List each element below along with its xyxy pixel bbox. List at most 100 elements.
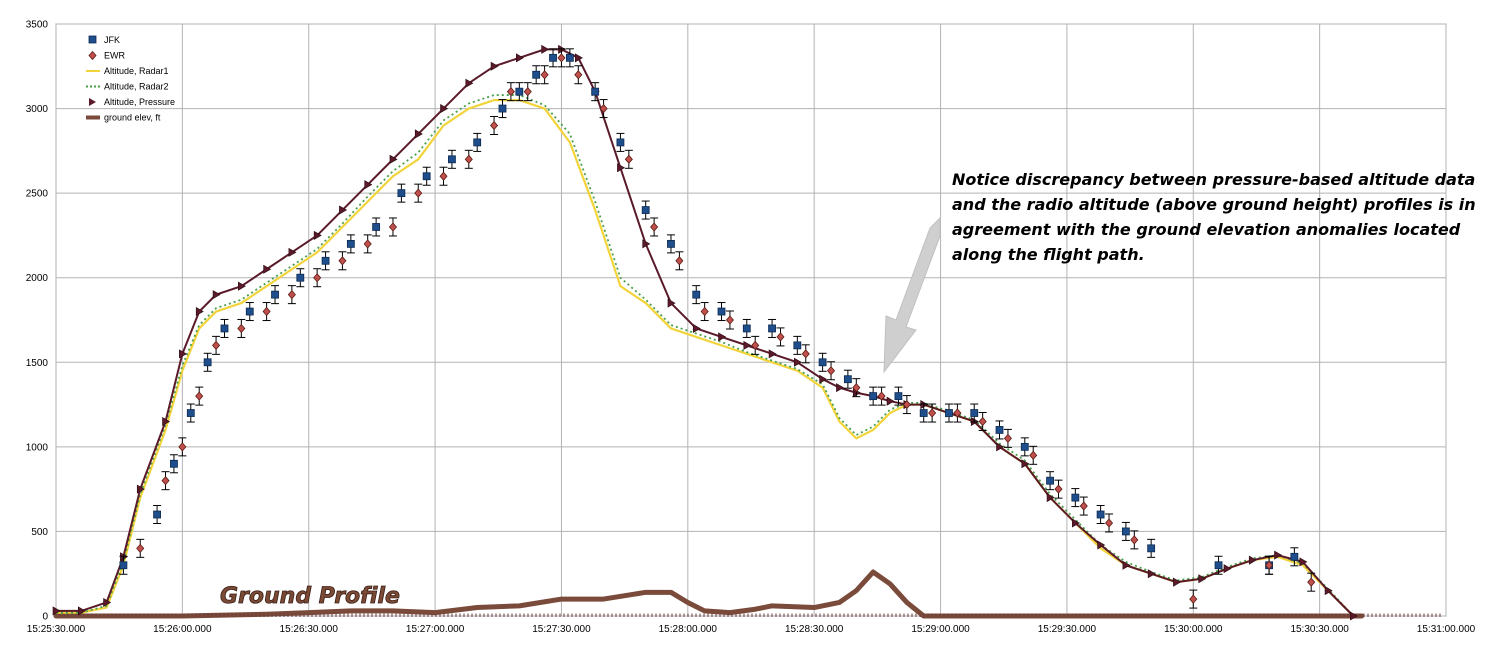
- x-tick-label: 15:29:30.000: [1038, 624, 1097, 635]
- annotation-layer: Notice discrepancy between pressure-base…: [220, 170, 1476, 609]
- y-tick-label: 1500: [26, 358, 49, 369]
- jfk-point: [422, 172, 431, 181]
- ewr-point: [136, 543, 145, 553]
- pressure-point: [238, 281, 246, 291]
- pressure-point: [743, 340, 752, 350]
- ewr-point: [490, 120, 499, 131]
- ewr-point: [953, 408, 962, 418]
- pressure-point: [414, 129, 423, 139]
- ground-elev-line: [53, 569, 1365, 619]
- jfk-point: [532, 70, 541, 79]
- jfk-point: [245, 307, 254, 316]
- ewr-point: [1189, 594, 1198, 604]
- jfk-point: [869, 392, 878, 401]
- jfk-point: [397, 189, 406, 198]
- pressure-point: [1299, 557, 1308, 567]
- pressure-point: [1021, 459, 1030, 469]
- ewr-point: [1307, 577, 1316, 587]
- x-tick-label: 15:28:00.000: [659, 624, 718, 635]
- x-tick-label: 15:30:00.000: [1164, 624, 1223, 635]
- jfk-point: [995, 426, 1004, 434]
- x-tick-label: 15:31:00.000: [1417, 624, 1476, 635]
- ewr-point: [700, 306, 709, 317]
- pressure-point: [1248, 555, 1257, 565]
- x-tick-label: 15:29:00.000: [911, 624, 970, 635]
- pressure-point: [1147, 569, 1156, 579]
- y-tick-label: 1000: [26, 442, 49, 453]
- ewr-point: [161, 476, 170, 486]
- jfk-point: [768, 324, 776, 333]
- pressure-point: [1324, 586, 1333, 596]
- pressure-point: [364, 180, 373, 190]
- pressure-point: [794, 357, 802, 367]
- jfk-point: [843, 375, 852, 384]
- x-tick-label: 15:25:30.000: [27, 624, 86, 635]
- jfk-point: [1071, 493, 1080, 502]
- jfk-point: [515, 87, 524, 96]
- jfk-point: [186, 409, 195, 417]
- pressure-point: [162, 416, 171, 427]
- jfk-point: [1121, 527, 1130, 536]
- ewr-point: [574, 70, 583, 80]
- pressure-point: [836, 383, 845, 393]
- series-layer: [52, 44, 1441, 621]
- ewr-point: [414, 188, 423, 198]
- x-tick-label: 15:27:00.000: [406, 624, 465, 635]
- legend-label: ground elev, ft: [104, 113, 161, 123]
- pressure-point: [667, 298, 676, 308]
- pressure-point: [389, 154, 398, 164]
- legend-label: Altitude, Radar1: [104, 66, 169, 76]
- jfk-point: [321, 256, 330, 265]
- annotation-note-line: and the radio altitude (above ground hei…: [952, 195, 1476, 214]
- pressure-point: [642, 239, 651, 249]
- pressure-point: [490, 61, 499, 71]
- jfk-point: [1290, 552, 1299, 561]
- jfk-point: [616, 138, 625, 147]
- pressure-point: [718, 332, 727, 342]
- ewr-point: [195, 391, 204, 401]
- pressure-point: [288, 247, 297, 257]
- chart-grid: [55, 23, 1447, 617]
- pressure-point: [575, 53, 583, 63]
- jfk-point: [498, 104, 507, 113]
- pressure-point: [1072, 518, 1080, 528]
- pressure-point: [263, 264, 272, 274]
- pressure-point: [136, 484, 145, 494]
- ewr-point: [540, 70, 549, 80]
- ewr-point: [776, 332, 785, 342]
- legend-pressure-swatch: [89, 98, 96, 106]
- ewr-point: [237, 323, 246, 334]
- ewr-point: [212, 340, 221, 350]
- jfk-point: [372, 223, 381, 231]
- jfk-point: [1046, 476, 1054, 485]
- x-tick-label: 15:30:30.000: [1290, 624, 1349, 635]
- y-tick-label: 3500: [26, 20, 49, 31]
- pressure-point: [339, 205, 348, 215]
- ewr-point: [1104, 518, 1114, 528]
- ewr-point: [506, 87, 515, 97]
- jfk-point: [692, 290, 701, 299]
- pressure-point: [77, 606, 86, 616]
- pressure-point: [1274, 550, 1283, 560]
- ewr-point: [675, 256, 684, 266]
- legend-ewr-swatch: [88, 50, 97, 61]
- ewr-point: [928, 408, 937, 418]
- ewr-point: [1003, 433, 1012, 444]
- ewr-point: [1079, 501, 1088, 511]
- jfk-point: [894, 392, 903, 401]
- pressure-point: [617, 163, 626, 173]
- pressure-point: [692, 323, 701, 333]
- ewr-point: [338, 256, 347, 266]
- pressure-point: [120, 552, 128, 562]
- legend-jfk-swatch: [88, 35, 97, 44]
- ewr-point: [557, 53, 566, 63]
- pressure-point: [313, 230, 322, 240]
- ewr-point: [725, 315, 734, 325]
- jfk-point: [473, 138, 482, 147]
- pressure-point: [440, 104, 449, 114]
- pressure-point: [1122, 560, 1131, 570]
- ewr-point: [599, 103, 608, 114]
- x-tick-label: 15:26:00.000: [153, 624, 212, 635]
- pressure-point: [1198, 574, 1207, 584]
